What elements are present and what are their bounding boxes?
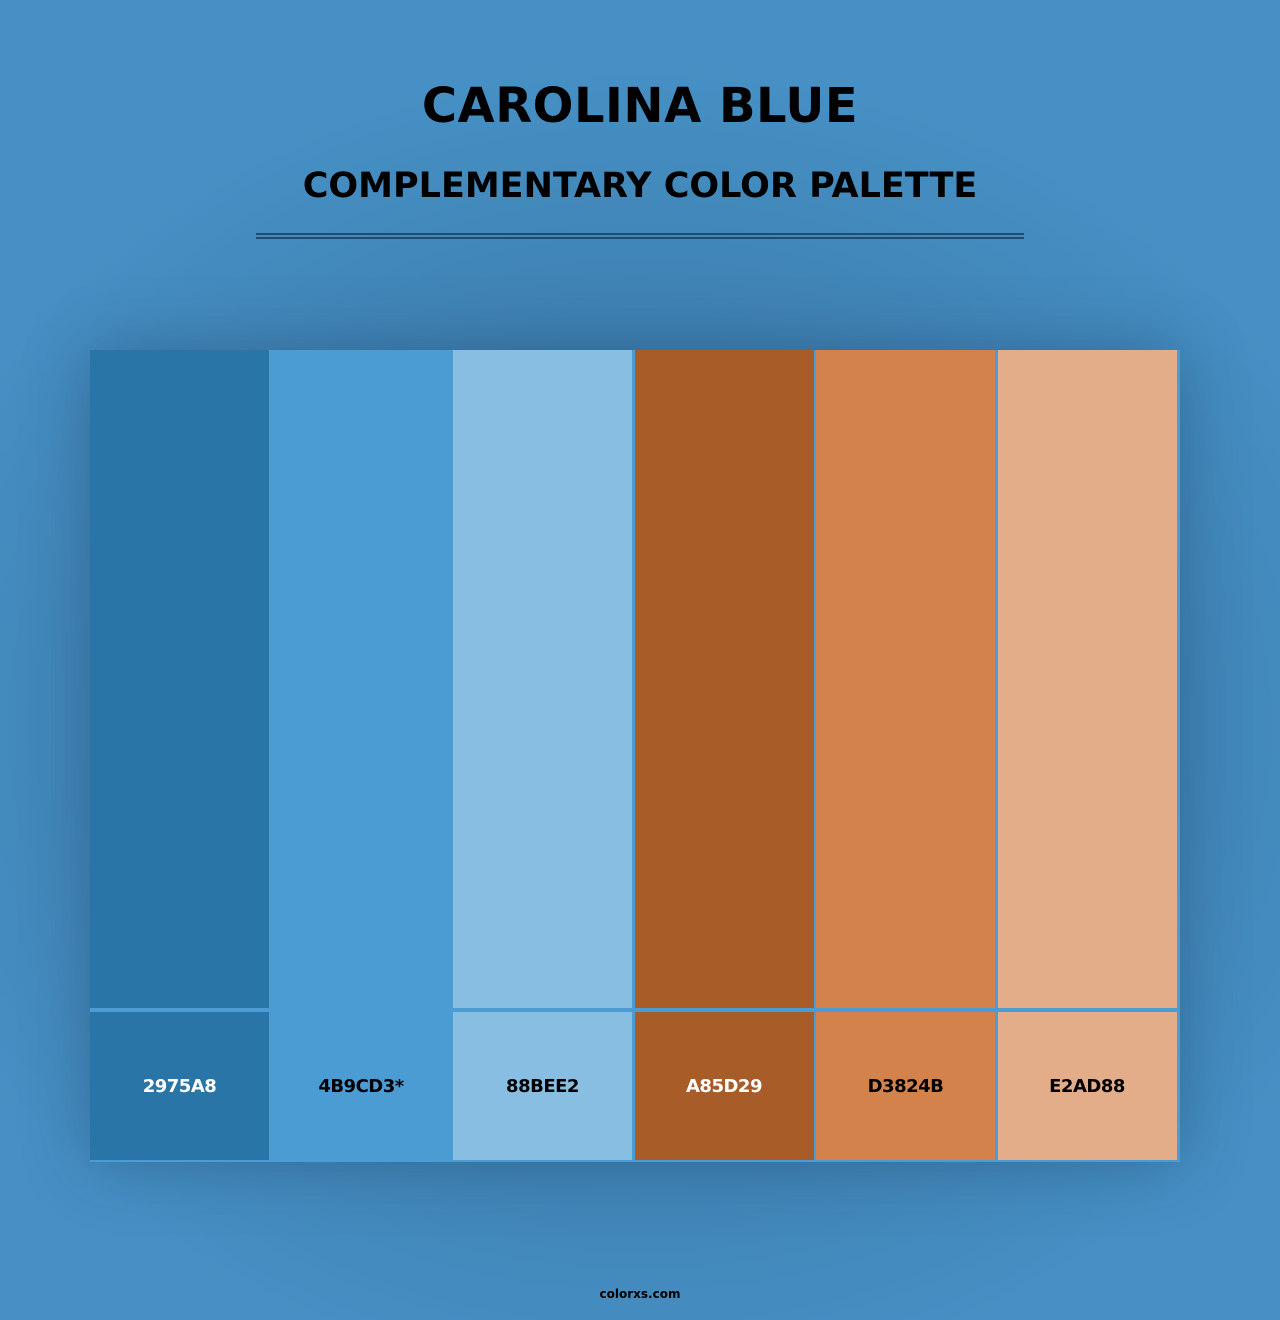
footer-site[interactable]: colorxs.com [599,1287,681,1301]
palette: 2975A8 4B9CD3* 88BEE2 A85D29 D3824B E2AD88 [90,350,1180,1162]
swatch-color[interactable] [634,350,814,1008]
swatch-color[interactable] [271,350,451,1008]
swatch-hex-label: 4B9CD3* [271,1012,451,1160]
swatch-hex-label: A85D29 [634,1012,814,1160]
swatch-hex-label: 88BEE2 [453,1012,632,1160]
page-title: CAROLINA BLUE [421,78,859,134]
page-subtitle: COMPLEMENTARY COLOR PALETTE [302,166,978,206]
divider-line [256,237,1024,239]
swatch-color[interactable] [997,350,1177,1008]
swatch-color[interactable] [816,350,995,1008]
swatch-hex-label: 2975A8 [90,1012,269,1160]
swatch-hex-label: E2AD88 [997,1012,1177,1160]
swatch-color[interactable] [453,350,632,1008]
swatch-color[interactable] [90,350,269,1008]
divider-line [256,233,1024,235]
swatch-hex-label: D3824B [816,1012,995,1160]
